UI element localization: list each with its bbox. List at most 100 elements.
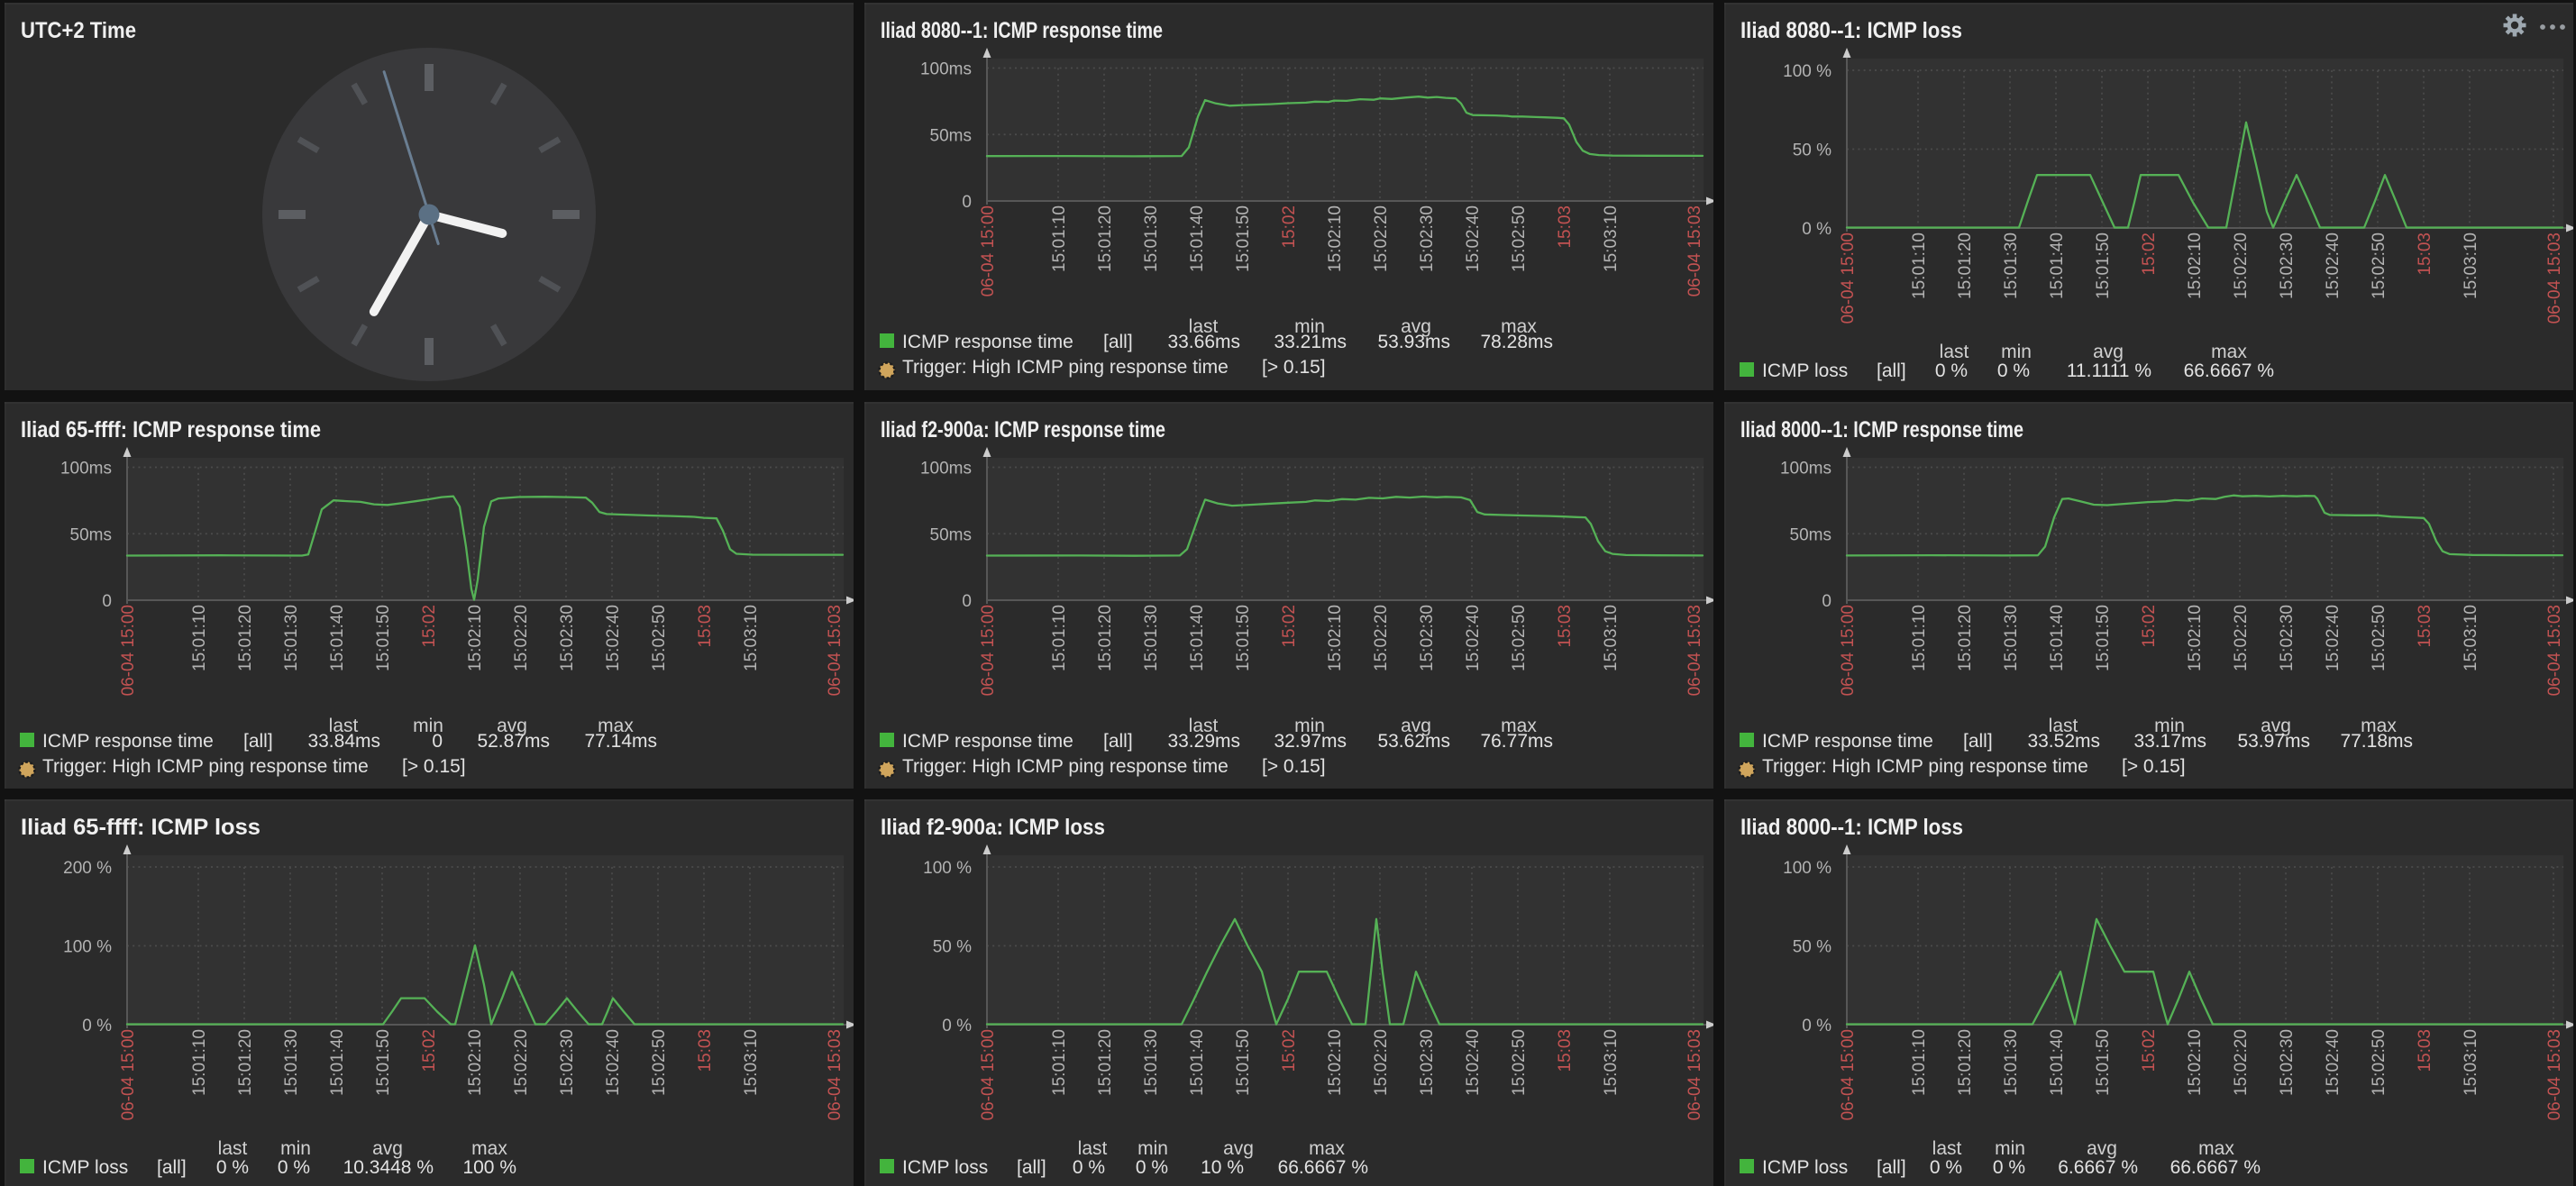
svg-text:15:02:30: 15:02:30 [2278,1029,2297,1096]
svg-text:max: max [471,1138,507,1159]
svg-text:50 %: 50 % [933,938,972,957]
svg-text:15:02:30: 15:02:30 [558,1029,577,1096]
svg-text:[all]: [all] [1103,731,1133,752]
svg-text:15:02:40: 15:02:40 [1464,205,1483,272]
svg-text:200 %: 200 % [63,859,112,878]
svg-text:min: min [1294,716,1325,736]
svg-text:15:03:10: 15:03:10 [1602,605,1621,671]
svg-text:33.66ms: 33.66ms [1167,332,1240,352]
svg-text:50 %: 50 % [1793,938,1832,957]
svg-text:15:03:10: 15:03:10 [742,605,761,671]
svg-text:[> 0.15]: [> 0.15] [2122,756,2186,777]
svg-text:0 %: 0 % [1073,1157,1105,1178]
svg-text:[> 0.15]: [> 0.15] [1262,357,1326,378]
svg-text:Trigger: High ICMP ping respon: Trigger: High ICMP ping response time [1762,756,2088,777]
svg-text:15:01:50: 15:01:50 [374,1029,393,1096]
svg-text:15:01:20: 15:01:20 [1956,605,1975,671]
svg-text:77.18ms: 77.18ms [2340,731,2413,752]
svg-text:15:02: 15:02 [1280,1029,1299,1072]
svg-text:[all]: [all] [1877,360,1906,381]
svg-text:ICMP response time: ICMP response time [42,731,214,752]
svg-text:max: max [598,716,634,736]
svg-text:06-04 15:03: 06-04 15:03 [826,1029,845,1120]
svg-text:15:03: 15:03 [2416,233,2434,276]
svg-text:last: last [1932,1138,1962,1159]
svg-text:78.28ms: 78.28ms [1480,332,1553,352]
svg-text:15:03: 15:03 [1556,205,1575,249]
svg-text:min: min [2001,342,2032,362]
svg-text:66.6667 %: 66.6667 % [2170,1157,2261,1178]
svg-text:15:02:20: 15:02:20 [2232,1029,2251,1096]
svg-text:06-04 15:03: 06-04 15:03 [1685,605,1704,696]
svg-text:min: min [413,716,443,736]
svg-text:min: min [1995,1138,2025,1159]
svg-text:0 %: 0 % [82,1017,112,1035]
svg-text:last: last [1189,316,1219,337]
svg-text:min: min [280,1138,311,1159]
svg-text:15:01:30: 15:01:30 [1142,205,1161,272]
svg-text:11.1111 %: 11.1111 % [2067,360,2151,381]
svg-text:15:02:50: 15:02:50 [650,1029,669,1096]
svg-text:100 %: 100 % [462,1157,516,1178]
svg-text:15:02:30: 15:02:30 [2278,233,2297,299]
svg-text:0: 0 [432,731,443,752]
svg-text:15:02: 15:02 [1280,205,1299,249]
svg-text:15:03: 15:03 [2416,605,2434,648]
svg-text:15:03: 15:03 [696,1029,715,1072]
svg-text:100 %: 100 % [1783,859,1832,878]
svg-text:33.17ms: 33.17ms [2133,731,2206,752]
svg-text:15:01:50: 15:01:50 [2094,1029,2113,1096]
svg-text:15:01:40: 15:01:40 [328,605,347,671]
svg-text:15:02:20: 15:02:20 [1372,205,1391,272]
svg-text:15:01:10: 15:01:10 [1050,1029,1069,1096]
svg-text:Trigger: High ICMP ping respon: Trigger: High ICMP ping response time [902,357,1229,378]
svg-text:15:02:40: 15:02:40 [2324,1029,2343,1096]
svg-text:15:03: 15:03 [2416,1029,2434,1072]
svg-text:52.87ms: 52.87ms [477,731,550,752]
svg-text:50ms: 50ms [70,525,112,544]
svg-text:max: max [1309,1138,1345,1159]
svg-text:50ms: 50ms [1790,525,1832,544]
svg-text:15:01:20: 15:01:20 [236,605,255,671]
svg-text:15:01:50: 15:01:50 [2094,233,2113,299]
svg-text:50 %: 50 % [1793,141,1832,160]
svg-text:avg: avg [2261,716,2291,736]
svg-text:15:01:50: 15:01:50 [2094,605,2113,671]
svg-text:15:01:10: 15:01:10 [1910,233,1929,299]
svg-text:15:01:50: 15:01:50 [1234,605,1253,671]
svg-text:15:01:50: 15:01:50 [374,605,393,671]
svg-text:ICMP loss: ICMP loss [42,1157,128,1178]
svg-text:avg: avg [1223,1138,1254,1159]
svg-text:06-04 15:03: 06-04 15:03 [2545,233,2564,324]
svg-text:66.6667 %: 66.6667 % [1278,1157,1368,1178]
svg-text:last: last [1189,716,1219,736]
svg-text:15:01:30: 15:01:30 [282,1029,301,1096]
svg-text:ICMP response time: ICMP response time [902,731,1073,752]
svg-text:15:02:10: 15:02:10 [1326,605,1345,671]
svg-text:last: last [329,716,359,736]
svg-text:06-04 15:03: 06-04 15:03 [2545,1029,2564,1120]
svg-text:15:02:40: 15:02:40 [604,605,623,671]
svg-text:0 %: 0 % [216,1157,249,1178]
svg-text:15:01:40: 15:01:40 [1188,1029,1207,1096]
svg-text:100 %: 100 % [1783,62,1832,81]
svg-text:15:02:10: 15:02:10 [1326,205,1345,272]
svg-text:0: 0 [1822,592,1832,611]
svg-text:15:01:20: 15:01:20 [1956,1029,1975,1096]
svg-text:avg: avg [2087,1138,2117,1159]
svg-text:avg: avg [2093,342,2124,362]
svg-text:15:02:40: 15:02:40 [1464,605,1483,671]
svg-text:Trigger: High ICMP ping respon: Trigger: High ICMP ping response time [902,756,1229,777]
svg-text:15:01:50: 15:01:50 [1234,205,1253,272]
svg-text:06-04 15:03: 06-04 15:03 [1685,1029,1704,1120]
svg-text:15:02:50: 15:02:50 [1510,1029,1529,1096]
svg-text:15:01:10: 15:01:10 [1910,605,1929,671]
svg-text:15:02:30: 15:02:30 [2278,605,2297,671]
svg-text:max: max [2361,716,2397,736]
svg-text:avg: avg [1401,316,1431,337]
svg-text:32.97ms: 32.97ms [1274,731,1347,752]
svg-text:[all]: [all] [1963,731,1993,752]
svg-text:15:02:10: 15:02:10 [2186,605,2205,671]
svg-text:[all]: [all] [1877,1157,1906,1178]
svg-text:[all]: [all] [243,731,273,752]
